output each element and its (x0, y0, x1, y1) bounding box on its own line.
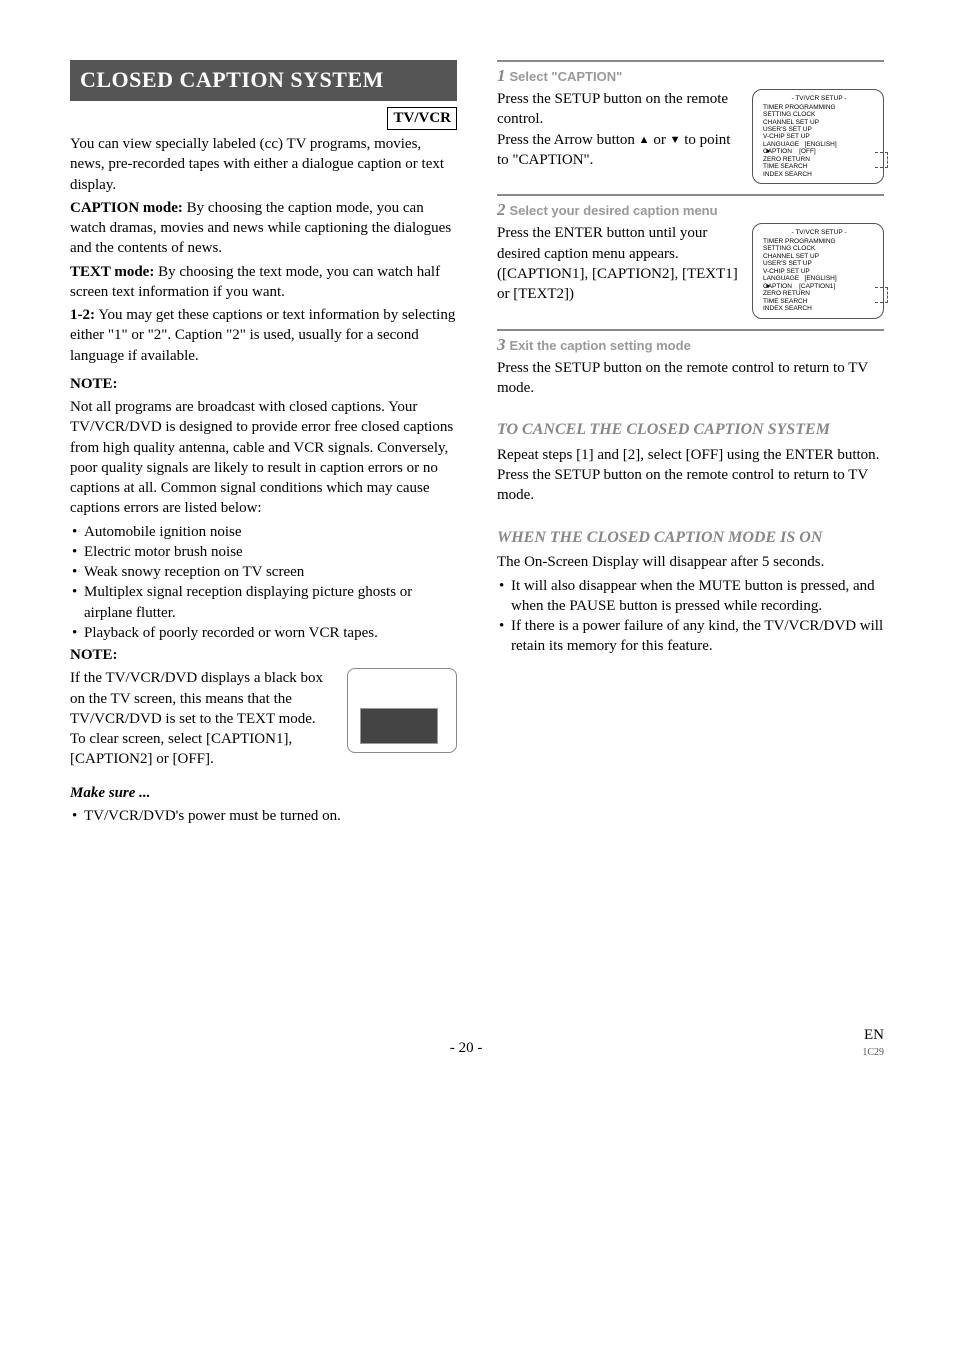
up-arrow-icon: ▲ (639, 134, 650, 146)
one-two-label: 1-2: (70, 307, 95, 323)
osd-line-selected: ►CAPTION [CAPTION1] (763, 283, 875, 290)
footer-right: EN 1C29 (862, 1026, 884, 1059)
step-3-label: 3 Exit the caption setting mode (497, 332, 884, 358)
pointer-icon: ► (765, 283, 772, 291)
step-3-text: Press the SETUP button on the remote con… (497, 358, 884, 399)
text-mode-label: TEXT mode: (70, 264, 154, 280)
step-1-line2a: Press the Arrow button (497, 132, 639, 148)
step-1-label: 1 Select "CAPTION" (497, 63, 884, 89)
note-2-label: NOTE: (70, 645, 457, 665)
step-1-line2b: or (650, 132, 670, 148)
osd-line: INDEX SEARCH (763, 305, 875, 312)
mode-box: TV/VCR (387, 107, 457, 131)
when-on-heading: WHEN THE CLOSED CAPTION MODE IS ON (497, 528, 884, 549)
list-item: Playback of poorly recorded or worn VCR … (72, 623, 457, 643)
osd-screen-1: - TV/VCR SETUP - TIMER PROGRAMMING SETTI… (752, 89, 884, 184)
list-item: It will also disappear when the MUTE but… (499, 576, 884, 617)
step-3: 3 Exit the caption setting mode Press the… (497, 329, 884, 399)
osd-line: TIME SEARCH (763, 298, 875, 305)
black-box-inner (360, 708, 438, 744)
down-arrow-icon: ▼ (670, 134, 681, 146)
left-column: CLOSED CAPTION SYSTEM TV/VCR You can vie… (70, 60, 457, 826)
step-2-text: Press the ENTER button until your desire… (497, 223, 740, 318)
osd-line: USER'S SET UP (763, 126, 875, 133)
osd-line: SETTING CLOCK (763, 245, 875, 252)
osd-2-title: - TV/VCR SETUP - (763, 229, 875, 236)
make-sure-label: Make sure ... (70, 783, 457, 803)
list-item: TV/VCR/DVD's power must be turned on. (72, 806, 457, 826)
osd-line: CHANNEL SET UP (763, 119, 875, 126)
note-1-text: Not all programs are broadcast with clos… (70, 397, 457, 519)
note-2-text: If the TV/VCR/DVD displays a black box o… (70, 668, 333, 769)
one-two: 1-2: You may get these captions or text … (70, 305, 457, 366)
doc-code: 1C29 (862, 1046, 884, 1059)
step-1-line1: Press the SETUP button on the remote con… (497, 91, 728, 127)
step-1-num: 1 (497, 66, 506, 85)
one-two-text: You may get these captions or text infor… (70, 307, 455, 364)
list-item: Weak snowy reception on TV screen (72, 562, 457, 582)
list-item: Multiplex signal reception displaying pi… (72, 582, 457, 623)
list-item: Automobile ignition noise (72, 522, 457, 542)
cancel-text: Repeat steps [1] and [2], select [OFF] u… (497, 445, 884, 506)
note-1-label: NOTE: (70, 374, 457, 394)
osd-line: TIME SEARCH (763, 163, 875, 170)
osd-line: USER'S SET UP (763, 260, 875, 267)
osd-line: INDEX SEARCH (763, 171, 875, 178)
osd-line: V-CHIP SET UP (763, 133, 875, 140)
step-1: 1 Select "CAPTION" Press the SETUP button… (497, 60, 884, 184)
step-3-num: 3 (497, 335, 506, 354)
text-mode: TEXT mode: By choosing the text mode, yo… (70, 262, 457, 303)
osd-line: V-CHIP SET UP (763, 268, 875, 275)
list-item: Electric motor brush noise (72, 542, 457, 562)
osd-line: LANGUAGE [ENGLISH] (763, 141, 875, 148)
step-2: 2 Select your desired caption menu Press … (497, 194, 884, 318)
osd-line-selected: ►CAPTION [OFF] (763, 148, 875, 155)
step-2-num: 2 (497, 200, 506, 219)
osd-line: ZERO RETURN (763, 156, 875, 163)
note-1-bullets: Automobile ignition noise Electric motor… (70, 522, 457, 644)
page-footer: - 20 - EN 1C29 (70, 1026, 884, 1059)
when-on-bullets: It will also disappear when the MUTE but… (497, 576, 884, 657)
osd-1-title: - TV/VCR SETUP - (763, 95, 875, 102)
when-on-text: The On-Screen Display will disappear aft… (497, 552, 884, 572)
pointer-icon: ► (765, 148, 772, 156)
step-1-text: Press the SETUP button on the remote con… (497, 89, 740, 184)
list-item: If there is a power failure of any kind,… (499, 616, 884, 657)
osd-line: SETTING CLOCK (763, 111, 875, 118)
osd-screen-2: - TV/VCR SETUP - TIMER PROGRAMMING SETTI… (752, 223, 884, 318)
step-2-title: Select your desired caption menu (510, 203, 718, 218)
black-box-illustration (347, 668, 457, 753)
osd-line: ZERO RETURN (763, 290, 875, 297)
osd-line-text: CAPTION [CAPTION1] (763, 283, 835, 290)
page-title: CLOSED CAPTION SYSTEM (70, 60, 457, 101)
region-code: EN (864, 1027, 884, 1043)
step-2-label: 2 Select your desired caption menu (497, 197, 884, 223)
osd-line: TIMER PROGRAMMING (763, 238, 875, 245)
caption-mode-label: CAPTION mode: (70, 200, 183, 216)
page-number: - 20 - (70, 1039, 862, 1059)
osd-line: CHANNEL SET UP (763, 253, 875, 260)
step-3-title: Exit the caption setting mode (510, 338, 691, 353)
step-1-title: Select "CAPTION" (510, 69, 623, 84)
osd-line: TIMER PROGRAMMING (763, 104, 875, 111)
right-column: 1 Select "CAPTION" Press the SETUP button… (497, 60, 884, 826)
make-sure-bullets: TV/VCR/DVD's power must be turned on. (70, 806, 457, 826)
cancel-heading: TO CANCEL THE CLOSED CAPTION SYSTEM (497, 420, 884, 441)
intro-text: You can view specially labeled (cc) TV p… (70, 134, 457, 195)
osd-line: LANGUAGE [ENGLISH] (763, 275, 875, 282)
caption-mode: CAPTION mode: By choosing the caption mo… (70, 198, 457, 259)
